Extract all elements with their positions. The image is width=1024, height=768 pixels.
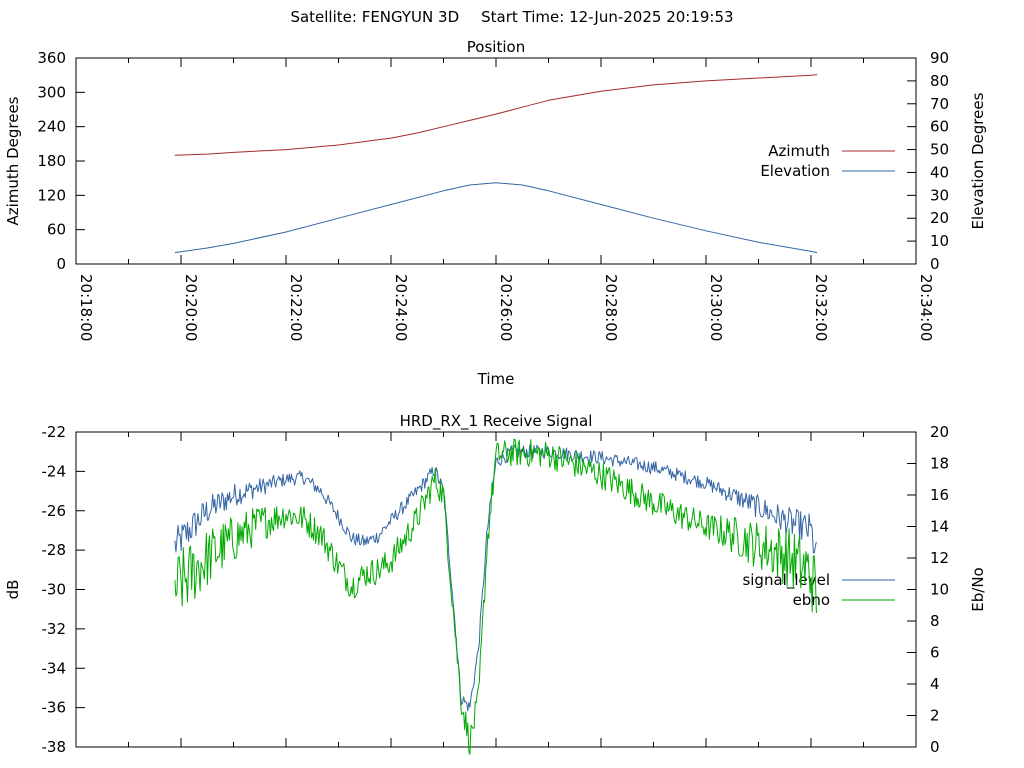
receive-signal-chart: HRD_RX_1 Receive Signal -22 -24 -26 -28 -30 -3… <box>4 412 987 756</box>
plot-title-1: HRD_RX_1 Receive Signal <box>400 412 593 431</box>
y-tick-label-0-360: 360 <box>37 49 66 67</box>
y-tick-label-1-38: -38 <box>42 738 67 756</box>
y2-tick-label-0-90: 90 <box>930 49 949 67</box>
y2-axis-label-1: Eb/No <box>969 567 987 611</box>
y-tick-label-0-60: 60 <box>47 221 66 239</box>
y-tick-label-1-22: -22 <box>42 423 67 441</box>
x-tick-label-20-20-00: 20:20:00 <box>182 274 200 341</box>
y2-tick-label-1-16: 16 <box>930 486 949 504</box>
legend-label-signal-level: signal_level <box>742 571 830 590</box>
y2-tick-label-0-20: 20 <box>930 209 949 227</box>
legend-label-azimuth: Azimuth <box>768 142 830 160</box>
x-tick-label-20-22-00: 20:22:00 <box>287 274 305 341</box>
y2-axis-label-0: Elevation Degrees <box>969 92 987 229</box>
y-tick-label-1-30: -30 <box>42 581 67 599</box>
y2-tick-label-0-10: 10 <box>930 232 949 250</box>
y-tick-label-0-180: 180 <box>37 152 66 170</box>
y2-tick-label-0-0: 0 <box>930 255 940 273</box>
y2-tick-label-0-30: 30 <box>930 186 949 204</box>
y-tick-label-1-32: -32 <box>42 620 67 638</box>
plot-title-0: Position <box>467 38 525 56</box>
header-satellite-title: Satellite: FENGYUN 3D Start Time: 12-Jun-… <box>290 8 733 26</box>
y-tick-label-0-120: 120 <box>37 186 66 204</box>
y2-tick-label-0-40: 40 <box>930 163 949 181</box>
y-axis-label-1: dB <box>4 580 22 600</box>
x-tick-label-20-26-00: 20:26:00 <box>497 274 515 341</box>
x-tick-label-20-32-00: 20:32:00 <box>812 274 830 341</box>
x-tick-label-20-18-00: 20:18:00 <box>77 274 95 341</box>
y2-tick-label-1-20: 20 <box>930 423 949 441</box>
legend-label-elevation: Elevation <box>760 162 830 180</box>
y2-tick-label-1-10: 10 <box>930 581 949 599</box>
y-tick-label-1-36: -36 <box>42 699 67 717</box>
y2-tick-label-0-50: 50 <box>930 141 949 159</box>
y2-tick-label-1-4: 4 <box>930 675 940 693</box>
y2-tick-label-1-2: 2 <box>930 707 940 725</box>
y-axis-label-0: Azimuth Degrees <box>4 96 22 225</box>
series-line-elevation <box>174 182 818 254</box>
y2-tick-label-1-8: 8 <box>930 612 940 630</box>
y2-tick-label-1-18: 18 <box>930 455 949 473</box>
y-tick-label-0-300: 300 <box>37 83 66 101</box>
plot-frame-0 <box>75 57 917 265</box>
y-tick-label-1-34: -34 <box>42 659 67 677</box>
position-chart: Position 20:18:00 20:20:00 20:22:00 20:24:00… <box>4 38 987 388</box>
legend-label-ebno: ebno <box>793 591 830 609</box>
x-axis-label-0: Time <box>477 370 515 388</box>
x-tick-label-20-28-00: 20:28:00 <box>602 274 620 341</box>
y-tick-label-0-240: 240 <box>37 118 66 136</box>
y2-tick-label-0-60: 60 <box>930 118 949 136</box>
x-tick-label-20-30-00: 20:30:00 <box>707 274 725 341</box>
y-tick-label-1-28: -28 <box>42 541 67 559</box>
y2-tick-label-1-12: 12 <box>930 549 949 567</box>
series-line-signal-level <box>174 444 817 712</box>
y-tick-label-0-0: 0 <box>56 255 66 273</box>
y2-tick-label-1-0: 0 <box>930 738 940 756</box>
y2-tick-label-1-6: 6 <box>930 644 940 662</box>
y-tick-label-1-26: -26 <box>42 502 67 520</box>
header-satellite-label: Satellite: FENGYUN 3D <box>290 8 459 26</box>
x-tick-label-20-34-00: 20:34:00 <box>917 274 935 341</box>
header-start-label: Start Time: 12-Jun-2025 20:19:53 <box>481 8 733 26</box>
series-line-azimuth <box>174 74 818 156</box>
y2-tick-label-0-80: 80 <box>930 72 949 90</box>
series-line-ebno <box>174 438 817 755</box>
y2-tick-label-1-14: 14 <box>930 518 949 536</box>
y-tick-label-1-24: -24 <box>42 462 67 480</box>
x-tick-label-20-24-00: 20:24:00 <box>392 274 410 341</box>
plot-frame-1 <box>75 431 917 748</box>
y2-tick-label-0-70: 70 <box>930 95 949 113</box>
